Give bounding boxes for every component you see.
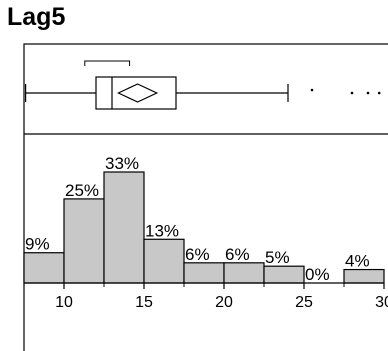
x-tick-label: 10 <box>55 294 73 311</box>
boxplot <box>25 60 381 110</box>
bar-label: 5% <box>265 248 290 267</box>
boxplot-shortest-half-bracket <box>84 60 131 66</box>
x-tick-label: 20 <box>215 294 233 311</box>
histogram-bar <box>183 262 225 284</box>
histogram-bar <box>223 262 265 284</box>
bar-label: 6% <box>185 245 210 264</box>
x-axis: 10 15 20 25 30 <box>24 282 388 311</box>
bar-label: 0% <box>305 265 330 284</box>
boxplot-outlier <box>350 91 354 95</box>
boxplot-box <box>95 76 177 110</box>
boxplot-outlier <box>310 88 314 92</box>
bar-label: 33% <box>105 154 139 173</box>
x-tick-label: 30 <box>375 294 388 311</box>
bar-label: 6% <box>225 245 250 264</box>
boxplot-outlier <box>366 91 370 95</box>
bar-label: 9% <box>25 235 50 254</box>
histogram-bar <box>23 252 65 284</box>
histogram-bar <box>63 198 105 284</box>
histogram-bars: 9% 25% 33% 13% 6% 6% 5% 0% 4% <box>23 154 385 284</box>
boxplot-mean-diamond <box>116 83 159 103</box>
histogram-bar <box>143 238 185 284</box>
histogram-bar <box>103 171 145 284</box>
x-tick-label: 15 <box>135 294 153 311</box>
bar-label: 4% <box>345 252 370 271</box>
histogram-bar <box>343 268 385 284</box>
bar-label: 25% <box>65 181 99 200</box>
chart-title: Lag5 <box>7 3 66 31</box>
x-tick-label: 25 <box>295 294 313 311</box>
boxplot-outlier <box>377 91 381 95</box>
chart-frame <box>23 43 388 351</box>
bar-label: 13% <box>145 221 179 240</box>
histogram-bar <box>263 265 305 284</box>
